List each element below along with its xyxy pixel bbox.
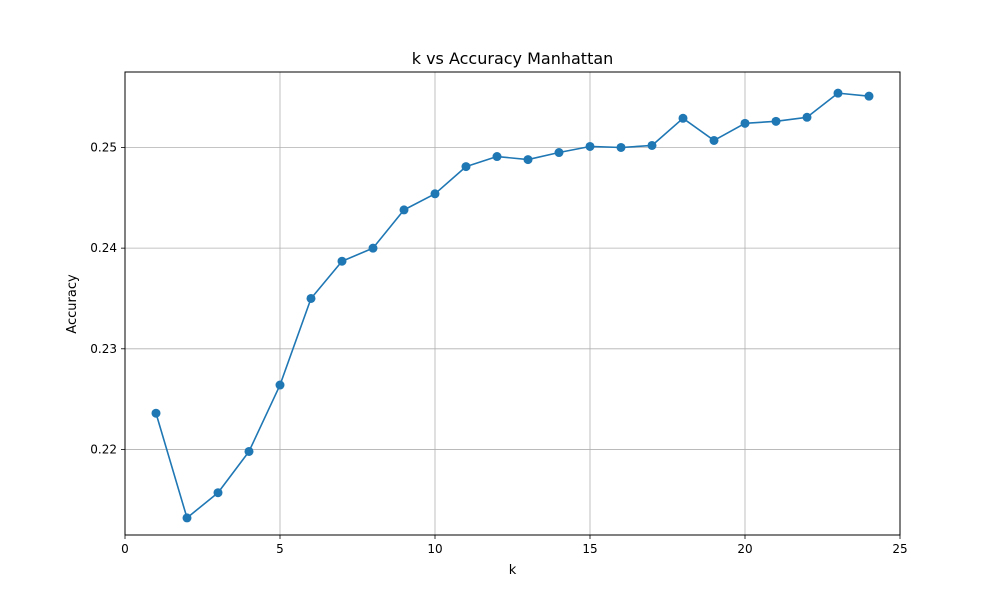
y-axis-label: Accuracy <box>65 274 80 334</box>
data-point <box>771 116 781 126</box>
data-point <box>492 152 502 162</box>
data-point <box>182 513 192 523</box>
y-tick-label: 0.25 <box>90 140 117 154</box>
x-tick-label: 20 <box>737 542 752 556</box>
data-point <box>554 148 564 158</box>
series-line <box>155 92 870 519</box>
data-point <box>213 488 223 498</box>
data-point <box>275 380 285 390</box>
data-point <box>461 162 471 172</box>
x-tick-label: 25 <box>892 542 907 556</box>
series-markers <box>151 88 874 523</box>
x-tick-label: 0 <box>121 542 129 556</box>
x-axis-ticks: 0 5 10 15 20 25 <box>121 535 908 556</box>
data-point <box>585 141 595 151</box>
data-point <box>802 112 812 122</box>
x-axis-label: k <box>509 563 517 578</box>
x-tick-label: 10 <box>427 542 442 556</box>
data-point <box>833 88 843 98</box>
data-point <box>709 135 719 145</box>
data-point <box>740 118 750 128</box>
data-point <box>337 256 347 266</box>
series-line-group <box>155 92 870 519</box>
data-point <box>430 189 440 199</box>
data-point <box>523 155 533 165</box>
y-tick-label: 0.23 <box>90 342 117 356</box>
data-point <box>151 408 161 418</box>
x-tick-label: 5 <box>276 542 284 556</box>
y-tick-label: 0.24 <box>90 241 117 255</box>
axes-frame <box>124 71 901 536</box>
data-point <box>616 142 626 152</box>
data-point <box>399 205 409 215</box>
data-point <box>306 293 316 303</box>
y-tick-label: 0.22 <box>90 442 117 456</box>
data-point <box>368 243 378 253</box>
data-point <box>647 140 657 150</box>
data-point <box>678 113 688 123</box>
y-axis-ticks: 0.22 0.23 0.24 0.25 <box>90 140 125 456</box>
x-tick-label: 15 <box>582 542 597 556</box>
data-point <box>864 91 874 101</box>
data-point <box>244 446 254 456</box>
chart-title: k vs Accuracy Manhattan <box>412 49 614 68</box>
